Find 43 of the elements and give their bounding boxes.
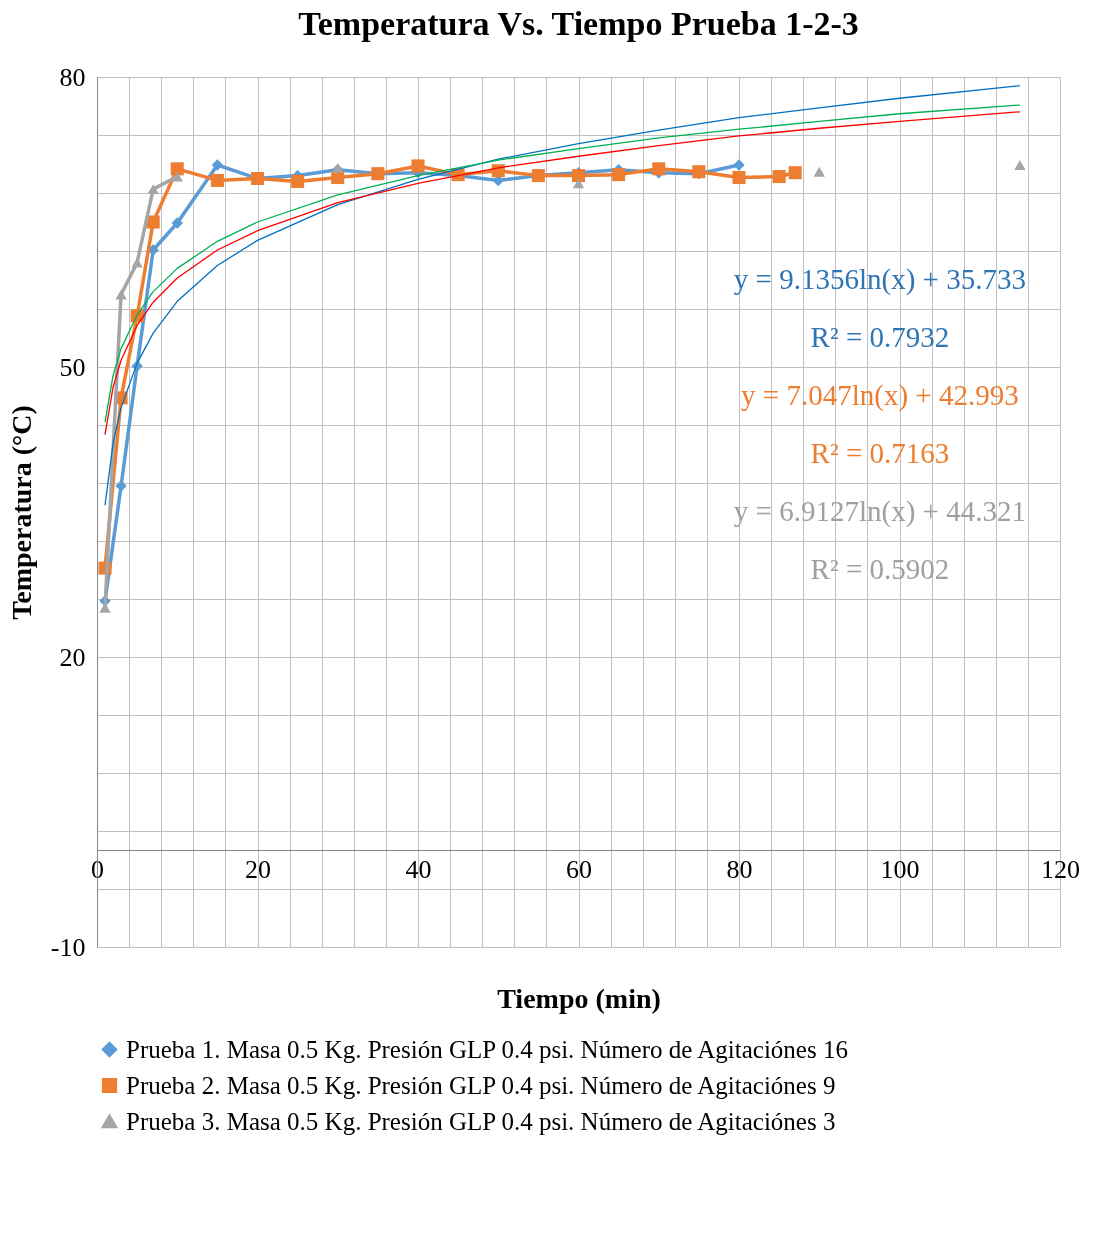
point <box>572 178 585 189</box>
x-tick-label: 60 <box>566 854 592 884</box>
point <box>115 480 127 492</box>
point <box>732 171 746 185</box>
y-axis-title: Temperatura (°C) <box>5 405 37 620</box>
annotation: y = 9.1356ln(x) + 35.733 <box>733 263 1026 296</box>
point <box>131 257 143 268</box>
x-tick-label: 0 <box>91 854 104 884</box>
x-tick-label: 100 <box>880 854 920 884</box>
point <box>147 184 159 195</box>
point <box>571 169 586 183</box>
point <box>733 159 745 171</box>
y-tick-label: 20 <box>59 642 86 672</box>
chart-title: Temperatura Vs. Tiempo Prueba 1-2-3 <box>298 5 859 42</box>
point <box>115 289 127 300</box>
point <box>788 166 802 180</box>
annotation: R² = 0.7932 <box>810 321 950 353</box>
point <box>211 159 224 171</box>
y-tick-label: 50 <box>59 352 86 382</box>
annotation: R² = 0.7163 <box>810 437 950 469</box>
point <box>1014 160 1026 170</box>
legend-label: Prueba 3. Masa 0.5 Kg. Presión GLP 0.4 psi. Número de Agitaciónes 3 <box>126 1107 836 1135</box>
point <box>171 217 183 229</box>
x-tick-label: 80 <box>726 854 753 884</box>
y-tick-label: -10 <box>50 932 86 962</box>
y-tick-label: 80 <box>59 62 86 92</box>
point <box>813 166 825 177</box>
point <box>171 171 183 182</box>
annotation: y = 7.047ln(x) + 42.993 <box>741 379 1019 412</box>
point <box>291 174 305 188</box>
point <box>612 168 626 182</box>
x-tick-label: 40 <box>405 854 432 884</box>
x-tick-label: 120 <box>1041 854 1080 884</box>
point <box>170 162 184 176</box>
x-axis-title: Tiempo (min) <box>497 982 661 1014</box>
point <box>652 162 666 176</box>
legend-label: Prueba 1. Masa 0.5 Kg. Presión GLP 0.4 psi. Número de Agitaciónes 16 <box>126 1035 848 1063</box>
point <box>411 159 425 173</box>
point <box>146 215 160 229</box>
legend-label: Prueba 2. Masa 0.5 Kg. Presión GLP 0.4 psi. Número de Agitaciónes 9 <box>126 1071 836 1099</box>
point <box>210 173 224 187</box>
x-tick-label: 20 <box>245 854 271 884</box>
point <box>772 170 786 184</box>
